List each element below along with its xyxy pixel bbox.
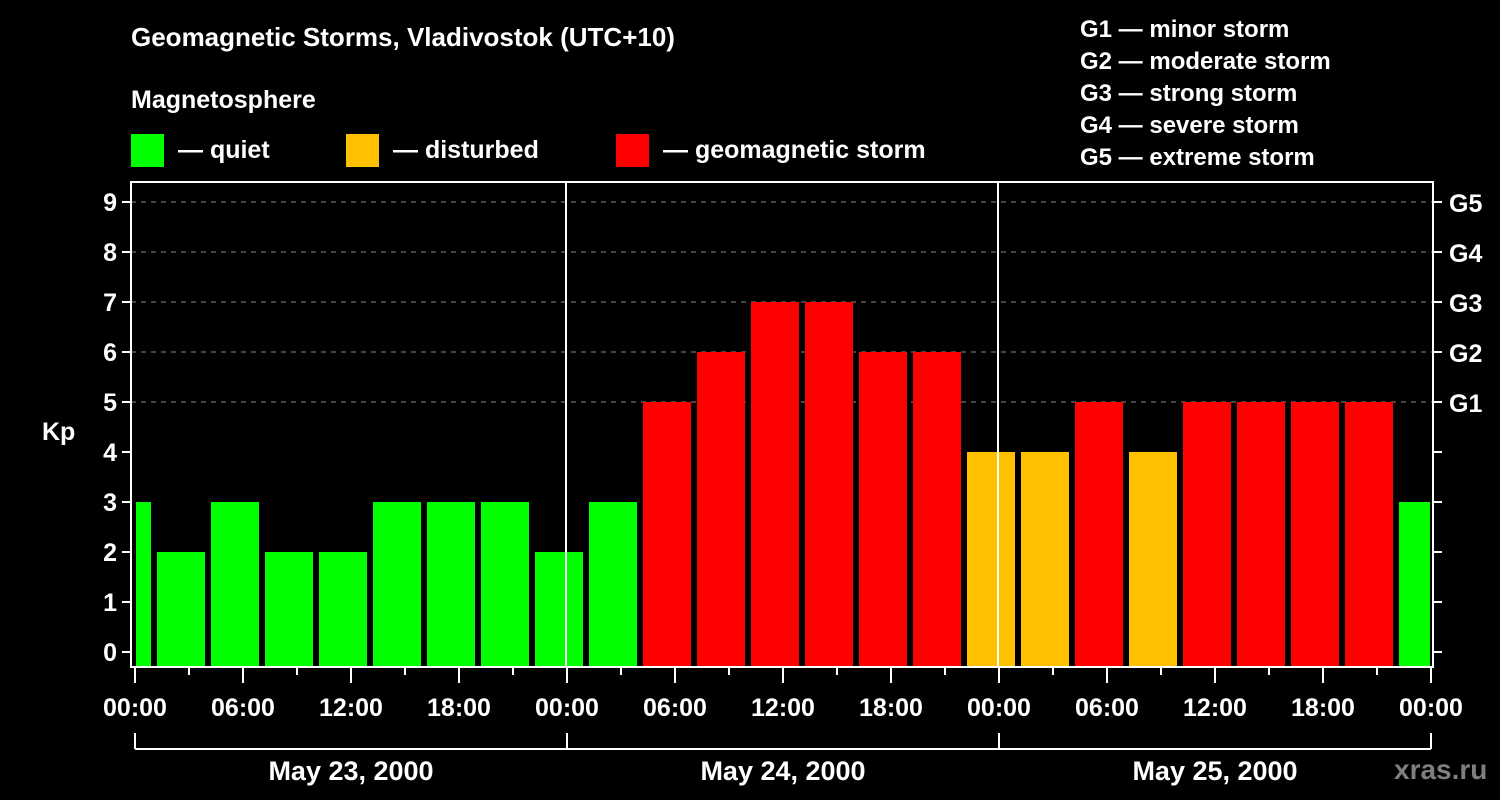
day-label: May 23, 2000 [268,756,433,786]
kp-bar [265,552,313,666]
legend-swatch-quiet [131,134,164,167]
storm-scale-g3: G3 — strong storm [1080,80,1298,107]
y-tick-label: 5 [103,389,117,417]
chart-title: Geomagnetic Storms, Vladivostok (UTC+10) [131,22,675,52]
kp-bar [1075,402,1123,666]
storm-scale-g5: G5 — extreme storm [1080,144,1315,171]
kp-bar [1021,452,1069,666]
g-level-label: G1 [1449,390,1482,418]
kp-bar [1345,402,1393,666]
storm-scale-g2: G2 — moderate storm [1080,48,1331,75]
x-tick-label: 12:00 [1183,694,1247,722]
x-tick-label: 06:00 [1075,694,1139,722]
storm-scale-g1: G1 — minor storm [1080,16,1290,43]
y-tick-label: 6 [103,339,117,367]
x-tick-label: 06:00 [643,694,707,722]
kp-bar [859,352,907,666]
g-level-label: G2 [1449,340,1482,368]
day-label: May 25, 2000 [1132,756,1297,786]
g-level-label: G4 [1449,240,1482,268]
y-tick-label: 8 [103,239,117,267]
kp-bar [751,302,799,666]
legend-swatch-storm [616,134,649,167]
kp-bar [913,352,961,666]
y-tick-label: 7 [103,289,117,317]
kp-bar [589,502,637,666]
watermark: xras.ru [1394,754,1488,785]
y-tick-label: 9 [103,189,117,217]
kp-bar [1129,452,1177,666]
x-tick-label: 12:00 [319,694,383,722]
chart-subtitle: Magnetosphere [131,86,316,114]
legend-label-disturbed: — disturbed [393,136,539,164]
legend-item-storm: — geomagnetic storm [616,134,926,167]
storm-scale-g4: G4 — severe storm [1080,112,1299,139]
g-level-label: G3 [1449,290,1482,318]
y-tick-label: 3 [103,489,117,517]
x-tick-label: 18:00 [1291,694,1355,722]
x-tick-label: 00:00 [103,694,167,722]
y-tick-label: 0 [103,639,117,667]
storm-scale-legend: G1 — minor storm G2 — moderate storm G3 … [1080,14,1331,174]
x-tick-label: 12:00 [751,694,815,722]
kp-bar [211,502,259,666]
x-tick-label: 18:00 [427,694,491,722]
x-tick-label: 00:00 [535,694,599,722]
kp-bar [1237,402,1285,666]
y-tick-label: 4 [103,439,117,467]
g-level-label: G5 [1449,190,1482,218]
kp-bar [157,552,205,666]
y-axis-label: Kp [42,418,75,446]
kp-bar [535,552,583,666]
y-tick-label: 1 [103,589,117,617]
kp-bar [1399,502,1430,666]
kp-bar [805,302,853,666]
kp-bar [427,502,475,666]
x-tick-label: 18:00 [859,694,923,722]
legend-swatch-disturbed [346,134,379,167]
x-tick-label: 00:00 [1399,694,1463,722]
day-label: May 24, 2000 [700,756,865,786]
y-tick-label: 2 [103,539,117,567]
x-tick-label: 06:00 [211,694,275,722]
legend-item-quiet: — quiet [131,134,270,167]
kp-bar [319,552,367,666]
kp-bar [481,502,529,666]
kp-bar [697,352,745,666]
legend-label-storm: — geomagnetic storm [663,136,926,164]
x-tick-label: 00:00 [967,694,1031,722]
kp-bar [373,502,421,666]
kp-bar [967,452,1015,666]
legend-label-quiet: — quiet [178,136,270,164]
kp-bar [1183,402,1231,666]
legend-item-disturbed: — disturbed [346,134,539,167]
kp-bar [643,402,691,666]
kp-bar [136,502,151,666]
kp-bar [1291,402,1339,666]
